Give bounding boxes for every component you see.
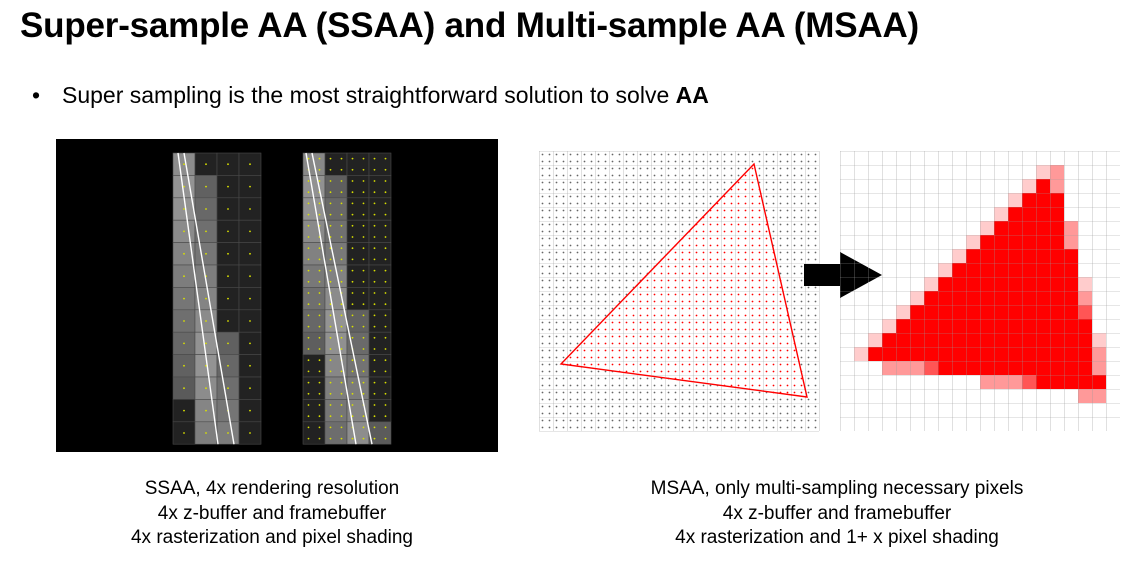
bullet-dot-icon: • (32, 82, 41, 108)
ssaa-caption-line: 4x rasterization and pixel shading (130, 527, 413, 548)
bullet-text: Super sampling is the most straightforwa… (62, 82, 676, 108)
msaa-caption-line: MSAA, only multi-sampling necessary pixe… (650, 478, 1024, 499)
slide-title: Super-sample AA (SSAA) and Multi-sample … (20, 6, 919, 45)
msaa-caption-line: 4x rasterization and 1+ x pixel shading (675, 527, 999, 548)
bullet-point: • Super sampling is the most straightforw… (32, 82, 709, 109)
ssaa-caption-line: 4x z-buffer and framebuffer (157, 502, 387, 524)
msaa-sample-grid (539, 151, 820, 432)
ssaa-caption-line: SSAA, 4x rendering resolution (144, 478, 400, 499)
msaa-grid-figure (539, 151, 820, 432)
bullet-bold-text: AA (675, 82, 709, 108)
msaa-result-grid (840, 151, 1121, 432)
msaa-result-figure (840, 151, 1121, 432)
msaa-caption-line: 4x z-buffer and framebuffer (722, 502, 952, 524)
ssaa-illustration (56, 139, 498, 452)
right-arrow-icon (804, 250, 884, 300)
msaa-caption: MSAA, only multi-sampling necessary pixe… (612, 477, 1062, 551)
ssaa-caption: SSAA, 4x rendering resolution 4x z-buffe… (122, 477, 422, 551)
ssaa-figure (172, 152, 392, 445)
